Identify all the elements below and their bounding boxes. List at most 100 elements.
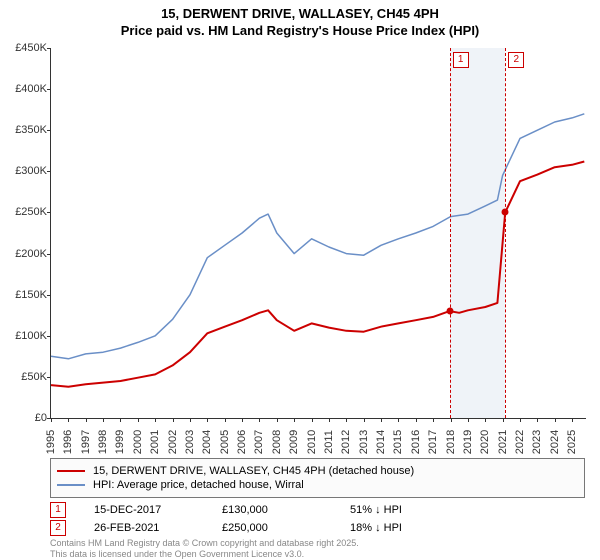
credit-line-1: Contains HM Land Registry data © Crown c… xyxy=(50,538,359,549)
y-tick-label: £150K xyxy=(15,289,51,301)
x-tick-label: 1999 xyxy=(114,430,126,454)
x-tick-mark xyxy=(451,418,452,422)
x-tick-mark xyxy=(120,418,121,422)
legend-swatch xyxy=(57,484,85,486)
title-line-1: 15, DERWENT DRIVE, WALLASEY, CH45 4PH xyxy=(0,6,600,23)
x-tick-label: 1995 xyxy=(45,430,57,454)
transaction-price: £130,000 xyxy=(222,504,350,516)
y-tick-mark xyxy=(47,212,51,213)
x-tick-mark xyxy=(277,418,278,422)
x-tick-label: 2025 xyxy=(566,430,578,454)
transaction-row: 2 26-FEB-2021£250,00018% ↓ HPI xyxy=(50,520,585,536)
x-tick-label: 1997 xyxy=(80,430,92,454)
y-tick-mark xyxy=(47,336,51,337)
transaction-delta: 51% ↓ HPI xyxy=(350,504,478,516)
marker-badge: 2 xyxy=(508,52,524,68)
x-tick-mark xyxy=(86,418,87,422)
y-tick-label: £200K xyxy=(15,248,51,260)
y-tick-label: £300K xyxy=(15,165,51,177)
title-line-2: Price paid vs. HM Land Registry's House … xyxy=(0,23,600,40)
x-tick-mark xyxy=(416,418,417,422)
x-tick-mark xyxy=(485,418,486,422)
x-tick-label: 2003 xyxy=(184,430,196,454)
x-tick-label: 1996 xyxy=(62,430,74,454)
legend-box: 15, DERWENT DRIVE, WALLASEY, CH45 4PH (d… xyxy=(50,458,585,498)
legend-label: 15, DERWENT DRIVE, WALLASEY, CH45 4PH (d… xyxy=(93,465,414,477)
x-tick-mark xyxy=(312,418,313,422)
x-tick-label: 2024 xyxy=(549,430,561,454)
x-tick-mark xyxy=(173,418,174,422)
x-tick-label: 2004 xyxy=(201,430,213,454)
x-tick-label: 2018 xyxy=(445,430,457,454)
x-tick-label: 2015 xyxy=(392,430,404,454)
y-tick-label: £450K xyxy=(15,42,51,54)
legend-item: 15, DERWENT DRIVE, WALLASEY, CH45 4PH (d… xyxy=(57,465,578,477)
x-tick-mark xyxy=(138,418,139,422)
x-tick-label: 1998 xyxy=(97,430,109,454)
x-tick-mark xyxy=(329,418,330,422)
x-tick-mark xyxy=(433,418,434,422)
sale-point xyxy=(502,209,509,216)
x-tick-label: 2014 xyxy=(375,430,387,454)
x-tick-mark xyxy=(503,418,504,422)
credit-line-2: This data is licensed under the Open Gov… xyxy=(50,549,359,560)
transaction-row: 115-DEC-2017£130,00051% ↓ HPI xyxy=(50,502,585,518)
x-tick-mark xyxy=(555,418,556,422)
x-tick-label: 2008 xyxy=(271,430,283,454)
x-tick-label: 2022 xyxy=(514,430,526,454)
y-tick-mark xyxy=(47,295,51,296)
x-tick-mark xyxy=(520,418,521,422)
x-tick-label: 2016 xyxy=(410,430,422,454)
x-tick-label: 2001 xyxy=(149,430,161,454)
x-tick-mark xyxy=(537,418,538,422)
transaction-badge: 1 xyxy=(50,502,66,518)
x-tick-label: 2002 xyxy=(167,430,179,454)
y-tick-label: £350K xyxy=(15,124,51,136)
credit-text: Contains HM Land Registry data © Crown c… xyxy=(50,538,359,560)
legend-item: HPI: Average price, detached house, Wirr… xyxy=(57,479,578,491)
marker-line xyxy=(505,48,506,418)
x-tick-mark xyxy=(398,418,399,422)
y-tick-label: £250K xyxy=(15,206,51,218)
x-tick-mark xyxy=(103,418,104,422)
x-tick-mark xyxy=(190,418,191,422)
y-tick-mark xyxy=(47,377,51,378)
x-tick-label: 2023 xyxy=(531,430,543,454)
x-tick-label: 2013 xyxy=(358,430,370,454)
y-tick-mark xyxy=(47,130,51,131)
marker-badge: 1 xyxy=(453,52,469,68)
x-tick-mark xyxy=(346,418,347,422)
x-tick-label: 2010 xyxy=(306,430,318,454)
y-tick-mark xyxy=(47,171,51,172)
x-tick-label: 2020 xyxy=(479,430,491,454)
x-tick-mark xyxy=(207,418,208,422)
x-tick-label: 2012 xyxy=(340,430,352,454)
x-tick-mark xyxy=(294,418,295,422)
x-tick-mark xyxy=(364,418,365,422)
x-tick-label: 2017 xyxy=(427,430,439,454)
x-tick-mark xyxy=(225,418,226,422)
x-tick-mark xyxy=(572,418,573,422)
x-tick-label: 2021 xyxy=(497,430,509,454)
marker-line xyxy=(450,48,451,418)
transactions-table: 115-DEC-2017£130,00051% ↓ HPI 2 26-FEB-202… xyxy=(50,500,585,538)
sale-point xyxy=(446,308,453,315)
transaction-badge: 2 xyxy=(50,520,66,536)
transaction-delta: 18% ↓ HPI xyxy=(350,522,478,534)
transaction-date: 26-FEB-2021 xyxy=(94,522,222,534)
chart-plot-area: £0£50K£100K£150K£200K£250K£300K£350K£400… xyxy=(50,48,586,419)
y-tick-mark xyxy=(47,89,51,90)
transaction-price: £250,000 xyxy=(222,522,350,534)
x-tick-mark xyxy=(68,418,69,422)
y-tick-mark xyxy=(47,48,51,49)
x-tick-mark xyxy=(242,418,243,422)
x-tick-label: 2007 xyxy=(253,430,265,454)
x-tick-label: 2009 xyxy=(288,430,300,454)
x-tick-label: 2011 xyxy=(323,430,335,454)
x-tick-label: 2019 xyxy=(462,430,474,454)
x-tick-label: 2006 xyxy=(236,430,248,454)
chart-title: 15, DERWENT DRIVE, WALLASEY, CH45 4PH Pr… xyxy=(0,0,600,40)
x-tick-mark xyxy=(381,418,382,422)
legend-swatch xyxy=(57,470,85,472)
y-tick-mark xyxy=(47,254,51,255)
